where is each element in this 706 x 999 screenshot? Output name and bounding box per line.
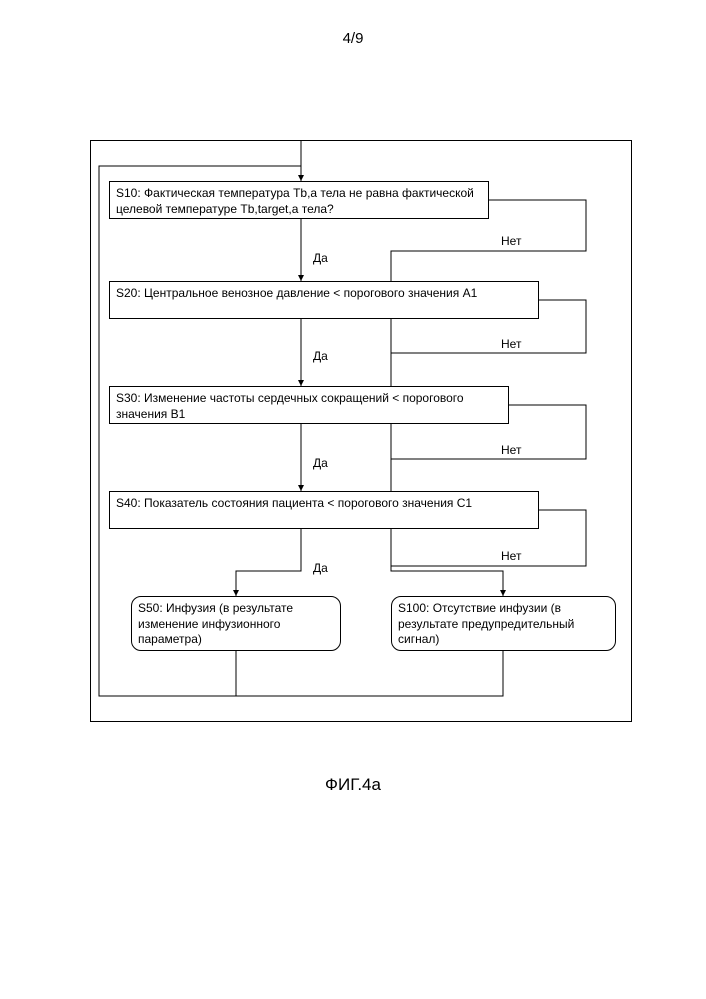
step-s40: S40: Показатель состояния пациента < пор…: [109, 491, 539, 529]
edge-label: Да: [313, 456, 328, 470]
figure-caption: ФИГ.4a: [0, 775, 706, 795]
edge-label: Нет: [501, 337, 521, 351]
edge-label: Нет: [501, 549, 521, 563]
edge-label: Нет: [501, 443, 521, 457]
step-s30: S30: Изменение частоты сердечных сокраще…: [109, 386, 509, 424]
edge-label: Да: [313, 251, 328, 265]
step-s20: S20: Центральное венозное давление < пор…: [109, 281, 539, 319]
step-s10: S10: Фактическая температура Tb,a тела н…: [109, 181, 489, 219]
step-s100: S100: Отсутствие инфузии (в результате п…: [391, 596, 616, 651]
edge-label: Да: [313, 349, 328, 363]
step-s50: S50: Инфузия (в результате изменение инф…: [131, 596, 341, 651]
edge-label: Нет: [501, 234, 521, 248]
page-number: 4/9: [0, 30, 706, 47]
edge-label: Да: [313, 561, 328, 575]
flowchart-container: S10: Фактическая температура Tb,a тела н…: [90, 140, 632, 722]
